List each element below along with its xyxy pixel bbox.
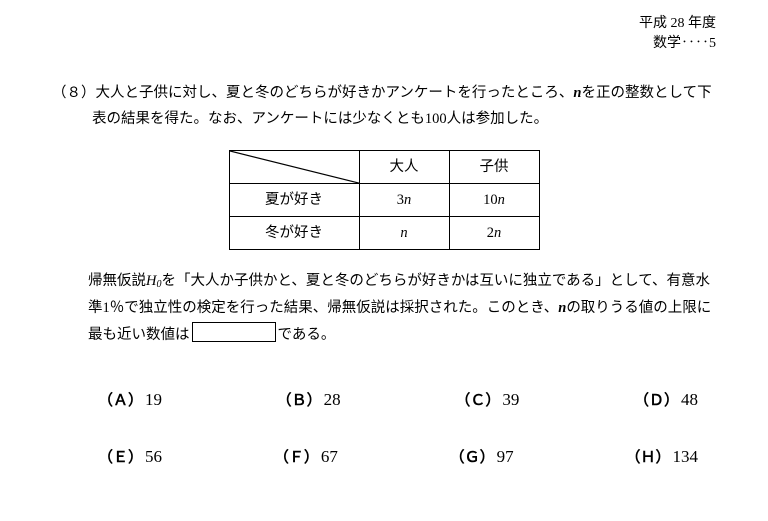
answer-blank <box>192 322 276 342</box>
cell-winter-child: 2n <box>449 217 539 250</box>
explain-text: の取りうる値の上限に <box>566 300 711 316</box>
col-header-adult: 大人 <box>359 151 449 184</box>
answer-e: （Ｅ）56 <box>98 442 162 473</box>
answer-value: 134 <box>673 447 699 466</box>
answer-label: （Ａ） <box>98 393 143 409</box>
answer-label: （Ｇ） <box>450 450 495 466</box>
row-label-summer: 夏が好き <box>229 184 359 217</box>
table-row: 夏が好き 3n 10n <box>229 184 539 217</box>
answer-g: （Ｇ）97 <box>450 442 514 473</box>
cell-summer-adult: 3n <box>359 184 449 217</box>
cell-n: n <box>498 192 505 208</box>
question-number: （８） <box>52 85 96 101</box>
answer-label: （Ｂ） <box>277 393 322 409</box>
explain-text: 最も近い数値は <box>88 327 190 343</box>
answer-label: （Ｆ） <box>274 450 319 466</box>
question-line-2: 表の結果を得た。なお、アンケートには少なくとも100人は参加した。 <box>52 106 720 132</box>
answer-f: （Ｆ）67 <box>274 442 338 473</box>
cell-coeff: 2 <box>487 225 494 241</box>
answer-h: （Ｈ）134 <box>625 442 698 473</box>
cell-n: n <box>404 192 411 208</box>
answer-d: （Ｄ）48 <box>634 385 698 416</box>
answer-label: （Ｃ） <box>455 393 500 409</box>
question-block: （８）大人と子供に対し、夏と冬のどちらが好きかアンケートを行ったところ、nを正の… <box>48 80 720 472</box>
answers-row-1: （Ａ）19 （Ｂ）28 （Ｃ）39 （Ｄ）48 <box>98 385 698 416</box>
explain-text: 準1％で独立性の検定を行った結果、帰無仮説は採択された。このとき、 <box>88 300 558 316</box>
cell-n: n <box>494 225 501 241</box>
answer-value: 28 <box>324 390 341 409</box>
answer-value: 67 <box>321 447 338 466</box>
answer-label: （Ｄ） <box>634 393 679 409</box>
answer-value: 97 <box>497 447 514 466</box>
header-subject: 数学‥‥5 <box>639 34 716 54</box>
row-label-winter: 冬が好き <box>229 217 359 250</box>
cell-coeff: 10 <box>483 192 498 208</box>
table-row: 冬が好き n 2n <box>229 217 539 250</box>
answer-value: 19 <box>145 390 162 409</box>
col-header-child: 子供 <box>449 151 539 184</box>
explain-line-3: 最も近い数値は である。 <box>88 322 716 349</box>
survey-table-wrap: 大人 子供 夏が好き 3n 10n 冬が好き n 2n <box>48 150 720 250</box>
answer-a: （Ａ）19 <box>98 385 162 416</box>
question-text-1a: 大人と子供に対し、夏と冬のどちらが好きかアンケートを行ったところ、 <box>96 85 574 101</box>
explain-text: である。 <box>278 327 336 343</box>
explain-text: を「大人か子供かと、夏と冬のどちらが好きかは互いに独立である」として、有意水 <box>161 273 710 289</box>
answer-b: （Ｂ）28 <box>277 385 341 416</box>
answer-choices: （Ａ）19 （Ｂ）28 （Ｃ）39 （Ｄ）48 （Ｅ）56 （Ｆ）67 （Ｇ）9… <box>48 385 720 472</box>
table-row: 大人 子供 <box>229 151 539 184</box>
answer-c: （Ｃ）39 <box>455 385 519 416</box>
h0-h: H <box>146 273 156 289</box>
explain-text: 帰無仮説 <box>88 273 146 289</box>
diagonal-line-icon <box>230 151 359 183</box>
survey-table: 大人 子供 夏が好き 3n 10n 冬が好き n 2n <box>229 150 540 250</box>
answers-row-2: （Ｅ）56 （Ｆ）67 （Ｇ）97 （Ｈ）134 <box>98 442 698 473</box>
header-year: 平成 28 年度 <box>639 14 716 34</box>
variable-n: n <box>573 85 581 101</box>
question-text-1b: を正の整数として下 <box>582 85 712 101</box>
explain-line-2: 準1％で独立性の検定を行った結果、帰無仮説は採択された。このとき、nの取りうる値… <box>88 295 716 322</box>
answer-value: 56 <box>145 447 162 466</box>
cell-n: n <box>400 225 407 241</box>
answer-label: （Ｅ） <box>98 450 143 466</box>
h0-symbol: H0 <box>146 273 161 289</box>
cell-winter-adult: n <box>359 217 449 250</box>
cell-summer-child: 10n <box>449 184 539 217</box>
question-line-1: （８）大人と子供に対し、夏と冬のどちらが好きかアンケートを行ったところ、nを正の… <box>52 80 720 106</box>
answer-value: 39 <box>502 390 519 409</box>
explain-line-1: 帰無仮説H0を「大人か子供かと、夏と冬のどちらが好きかは互いに独立である」として… <box>88 268 716 295</box>
answer-label: （Ｈ） <box>625 450 670 466</box>
table-diagonal-cell <box>229 151 359 184</box>
page-header: 平成 28 年度 数学‥‥5 <box>639 14 716 53</box>
cell-coeff: 3 <box>397 192 404 208</box>
answer-value: 48 <box>681 390 698 409</box>
explain-block: 帰無仮説H0を「大人か子供かと、夏と冬のどちらが好きかは互いに独立である」として… <box>48 268 720 348</box>
